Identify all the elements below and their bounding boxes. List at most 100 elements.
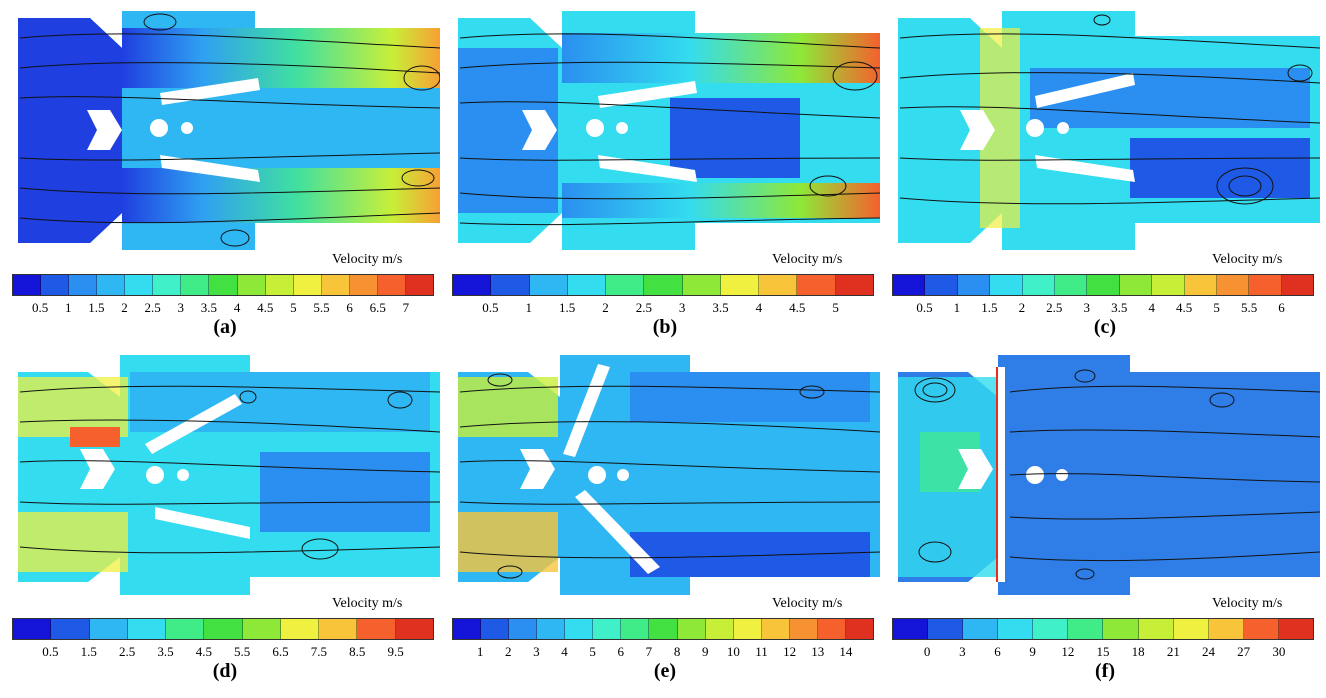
colorbar-cell: [682, 275, 721, 295]
tick-label: 18: [1131, 644, 1145, 659]
colorbar-cell: [265, 275, 294, 295]
colorbar-cell: [998, 619, 1034, 639]
colorbar-cell: [677, 619, 706, 639]
ticks-b: 0.5 1 1.5 2 2.5 3 3.5 4 4.5 5: [452, 300, 874, 316]
colorbar-cell: [41, 275, 70, 295]
obstacle-a: [87, 110, 122, 150]
panel-e: Velocity m/s 1 2 3 4 5 6 7 8 9 10 11 12 13 14 (e): [450, 352, 880, 692]
colorbar-cell: [565, 619, 594, 639]
ticks-c: 0.5 1 1.5 2 2.5 3 3.5 4 4.5 5 5.5 6: [892, 300, 1314, 316]
velocity-label-f: Velocity m/s: [1212, 596, 1283, 611]
colorbar-cell: [733, 619, 762, 639]
colorbar-cell: [1278, 619, 1313, 639]
tick-label: 3.5: [200, 300, 218, 315]
tick-label: 2.5: [635, 300, 652, 315]
colorbar-cell: [242, 619, 281, 639]
colorbar-cell: [1249, 275, 1282, 295]
tick-label: 12: [783, 644, 797, 659]
colorbar-cell: [293, 275, 322, 295]
colorbar-cell: [990, 275, 1023, 295]
colorbar-cell: [13, 619, 52, 639]
tick-label: 5: [589, 644, 596, 659]
tick-label: 24: [1202, 644, 1215, 659]
tick-label: 14: [839, 644, 853, 659]
streamlines-a: [19, 13, 440, 247]
velocity-label-c: Velocity m/s: [1212, 252, 1283, 267]
colorbar-cell: [321, 275, 350, 295]
tick-label: 2: [505, 644, 512, 659]
colorbar-cell: [509, 619, 538, 639]
ticks-f: 0 3 6 9 12 15 18 21 24 27 30: [892, 644, 1314, 660]
panel-label-b: (b): [652, 316, 678, 338]
velocity-label-b: Velocity m/s: [772, 252, 843, 267]
tick-label: 5.5: [1240, 300, 1258, 315]
colorbar-cell: [1033, 619, 1069, 639]
colorbar-cell: [963, 619, 999, 639]
tick-label: 1: [525, 300, 532, 315]
streamlines-d: [19, 385, 440, 560]
tick-label: 4.5: [257, 300, 274, 315]
tick-label: 2.5: [118, 644, 136, 659]
colorbar-cell: [1173, 619, 1209, 639]
colorbar-cell: [789, 619, 818, 639]
colorbar-cell: [51, 619, 90, 639]
tick-label: 7.5: [310, 644, 328, 659]
colorbar-cell: [405, 275, 433, 295]
tick-label: 1.5: [981, 300, 998, 315]
panel-label-f: (f): [1095, 660, 1115, 682]
tick-label: 3.5: [712, 300, 729, 315]
colorbar-cell: [319, 619, 358, 639]
tick-label: 30: [1272, 644, 1286, 659]
colorbar-b: [452, 274, 874, 296]
colorbar-cell: [893, 619, 929, 639]
tick-label: 11: [755, 644, 768, 659]
colorbar-f: [892, 618, 1314, 640]
tick-label: 1: [65, 300, 72, 315]
colorbar-cell: [13, 275, 42, 295]
colorbar-cell: [1103, 619, 1139, 639]
colorbar-cell: [153, 275, 182, 295]
tick-label: 0.5: [916, 300, 933, 315]
colorbar-cell: [621, 619, 650, 639]
panel-f: Velocity m/s 0 3 6 9 12 15 18 21 24 27 30 (f): [890, 352, 1320, 692]
colorbar-cell: [644, 275, 683, 295]
colorbar-cell: [845, 619, 873, 639]
colorbar-cell: [357, 619, 396, 639]
colorbar-cell: [537, 619, 566, 639]
obstacle-c: [960, 110, 995, 150]
tick-label: 4.5: [1176, 300, 1193, 315]
obstacle-b: [522, 110, 557, 150]
colorbar-cell: [1243, 619, 1279, 639]
panel-label-e: (e): [653, 660, 677, 682]
tick-label: 1.5: [80, 644, 97, 659]
panel-b: Velocity m/s 0.5 1 1.5 2 2.5 3 3.5 4 4.5 5 (b): [450, 8, 880, 348]
tick-label: 8.5: [349, 644, 366, 659]
colorbar-cell: [835, 275, 873, 295]
obstacle-f: [958, 449, 993, 489]
colorbar-d: [12, 618, 434, 640]
colorbar-cell: [1281, 275, 1314, 295]
tick-label: 2: [1018, 300, 1026, 315]
obstacle-e: [520, 449, 555, 489]
colorbar-cell: [89, 619, 128, 639]
obstacle-d: [80, 449, 115, 489]
flow-field-a: [18, 11, 440, 250]
tick-label: 7: [645, 644, 653, 659]
ticks-a: 0.5 1 1.5 2 2.5 3 3.5 4 4.5 5 5.5 6 6.5 7: [12, 300, 434, 316]
colorbar-cell: [606, 275, 645, 295]
tick-label: 3: [959, 644, 966, 659]
panel-label-a: (a): [213, 316, 237, 338]
tick-label: 6.5: [272, 644, 289, 659]
colorbar-cell: [125, 275, 154, 295]
tick-label: 15: [1096, 644, 1110, 659]
colorbar-cell: [1068, 619, 1104, 639]
flow-field-b: [458, 11, 880, 250]
colorbar-cell: [928, 619, 964, 639]
tick-label: 12: [1061, 644, 1075, 659]
colorbar-cell: [1054, 275, 1088, 295]
velocity-label-e: Velocity m/s: [772, 596, 843, 611]
tick-label: 8: [673, 644, 681, 659]
tick-label: 5: [832, 300, 839, 315]
colorbar-cell: [237, 275, 266, 295]
velocity-label-d: Velocity m/s: [332, 596, 403, 611]
